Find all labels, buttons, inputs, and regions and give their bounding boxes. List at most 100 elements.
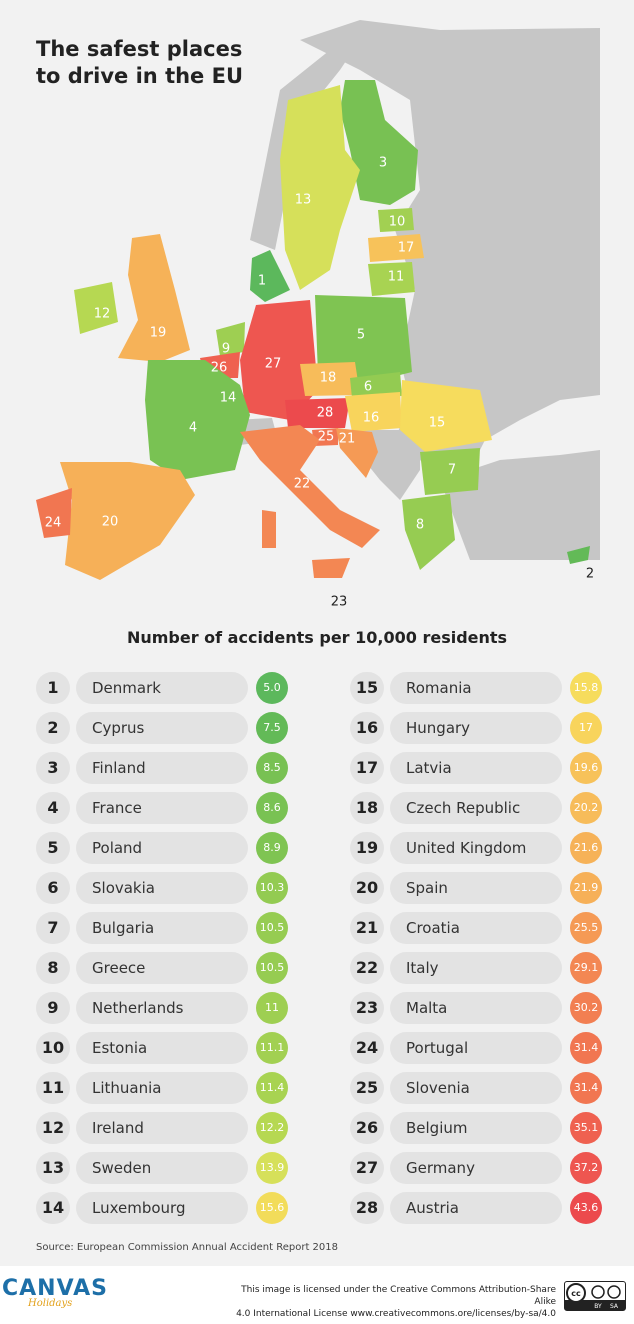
map-label-germany: 27	[265, 357, 282, 372]
rank-country: Luxembourg	[76, 1192, 248, 1224]
rank-value-badge: 21.9	[570, 872, 602, 904]
map-label-lithuania: 11	[388, 270, 405, 285]
rank-number: 25	[350, 1072, 384, 1104]
ranking-row: 19 United Kingdom 21.6	[350, 832, 630, 864]
logo-wordmark: CANVAS	[2, 1276, 108, 1301]
ranking-row: 10 Estonia 11.1	[36, 1032, 316, 1064]
cyprus-shape	[567, 546, 590, 564]
ranking-row: 9 Netherlands 11	[36, 992, 316, 1024]
ranking-row: 13 Sweden 13.9	[36, 1152, 316, 1184]
map-label-france: 4	[189, 421, 197, 436]
rank-country: Slovenia	[390, 1072, 562, 1104]
rank-number: 27	[350, 1152, 384, 1184]
italy-shape	[240, 425, 380, 548]
rank-number: 19	[350, 832, 384, 864]
cc-license-badge: cc BY SA	[564, 1281, 626, 1311]
map-label-bulgaria: 7	[448, 463, 456, 478]
croatia-shape	[336, 428, 378, 478]
map-svg: 3 13 10 17 11 1 12 19 9 26 14 27 5 18 6 …	[36, 20, 600, 610]
hungary-shape	[345, 392, 402, 432]
rank-country: Lithuania	[76, 1072, 248, 1104]
map-label-hungary: 16	[363, 411, 380, 426]
rank-number: 1	[36, 672, 70, 704]
map-label-slovakia: 6	[364, 380, 372, 395]
rank-value-badge: 8.5	[256, 752, 288, 784]
finland-shape	[340, 80, 418, 205]
map-label-croatia: 21	[339, 432, 356, 447]
rank-country: Ireland	[76, 1112, 248, 1144]
sweden-shape	[280, 85, 360, 290]
rank-number: 16	[350, 712, 384, 744]
rank-country: Netherlands	[76, 992, 248, 1024]
by-label: BY	[594, 1303, 602, 1310]
rank-value-badge: 10.5	[256, 952, 288, 984]
rank-value-badge: 8.9	[256, 832, 288, 864]
rank-number: 4	[36, 792, 70, 824]
denmark-shape	[250, 250, 290, 302]
rank-country: Poland	[76, 832, 248, 864]
spain-shape	[60, 462, 195, 580]
rank-value-badge: 8.6	[256, 792, 288, 824]
ranking-row: 23 Malta 30.2	[350, 992, 630, 1024]
poland-shape	[315, 295, 412, 385]
slovakia-shape	[350, 372, 402, 398]
rank-value-badge: 11	[256, 992, 288, 1024]
map-label-poland: 5	[357, 328, 365, 343]
greece-shape	[402, 494, 455, 570]
source-note: Source: European Commission Annual Accid…	[36, 1242, 338, 1253]
rank-country: Romania	[390, 672, 562, 704]
by-icon	[591, 1285, 605, 1299]
rank-value-badge: 43.6	[570, 1192, 602, 1224]
rank-number: 8	[36, 952, 70, 984]
cc-icon-text: cc	[571, 1289, 581, 1298]
ranking-row: 22 Italy 29.1	[350, 952, 630, 984]
rank-value-badge: 5.0	[256, 672, 288, 704]
rank-value-badge: 30.2	[570, 992, 602, 1024]
rank-number: 5	[36, 832, 70, 864]
map-label-malta: 23	[331, 595, 348, 610]
sardinia-shape	[262, 510, 276, 548]
rank-value-badge: 11.1	[256, 1032, 288, 1064]
rank-number: 7	[36, 912, 70, 944]
ranking-row: 12 Ireland 12.2	[36, 1112, 316, 1144]
rank-country: Malta	[390, 992, 562, 1024]
rank-country: Portugal	[390, 1032, 562, 1064]
ranking-row: 3 Finland 8.5	[36, 752, 316, 784]
rank-number: 23	[350, 992, 384, 1024]
rank-country: Czech Republic	[390, 792, 562, 824]
rank-number: 13	[36, 1152, 70, 1184]
ranking-row: 24 Portugal 31.4	[350, 1032, 630, 1064]
france-shape	[145, 360, 250, 480]
rank-country: Slovakia	[76, 872, 248, 904]
ranking-row: 25 Slovenia 31.4	[350, 1072, 630, 1104]
rank-country: United Kingdom	[390, 832, 562, 864]
rank-country: Italy	[390, 952, 562, 984]
map-label-estonia: 10	[389, 215, 406, 230]
ranking-row: 8 Greece 10.5	[36, 952, 316, 984]
rank-value-badge: 15.8	[570, 672, 602, 704]
rank-value-badge: 20.2	[570, 792, 602, 824]
rank-value-badge: 13.9	[256, 1152, 288, 1184]
rank-value-badge: 31.4	[570, 1072, 602, 1104]
map-label-austria: 28	[317, 406, 334, 421]
ranking-column-left: 1 Denmark 5.0 2 Cyprus 7.5 3 Finland 8.5 4 France 8…	[36, 672, 316, 1232]
ranking-row: 1 Denmark 5.0	[36, 672, 316, 704]
title-line-1: The safest places	[36, 37, 243, 61]
sicily-shape	[312, 558, 350, 578]
rank-number: 21	[350, 912, 384, 944]
europe-map: 3 13 10 17 11 1 12 19 9 26 14 27 5 18 6 …	[0, 0, 634, 610]
ranking-row: 2 Cyprus 7.5	[36, 712, 316, 744]
rank-number: 22	[350, 952, 384, 984]
rank-number: 26	[350, 1112, 384, 1144]
rank-country: Croatia	[390, 912, 562, 944]
map-label-greece: 8	[416, 518, 424, 533]
ireland-shape	[74, 282, 118, 334]
ranking-row: 20 Spain 21.9	[350, 872, 630, 904]
map-label-uk: 19	[150, 326, 167, 341]
rank-value-badge: 35.1	[570, 1112, 602, 1144]
rank-value-badge: 7.5	[256, 712, 288, 744]
ranking-row: 15 Romania 15.8	[350, 672, 630, 704]
rank-country: Sweden	[76, 1152, 248, 1184]
ranking-row: 5 Poland 8.9	[36, 832, 316, 864]
rank-country: Latvia	[390, 752, 562, 784]
